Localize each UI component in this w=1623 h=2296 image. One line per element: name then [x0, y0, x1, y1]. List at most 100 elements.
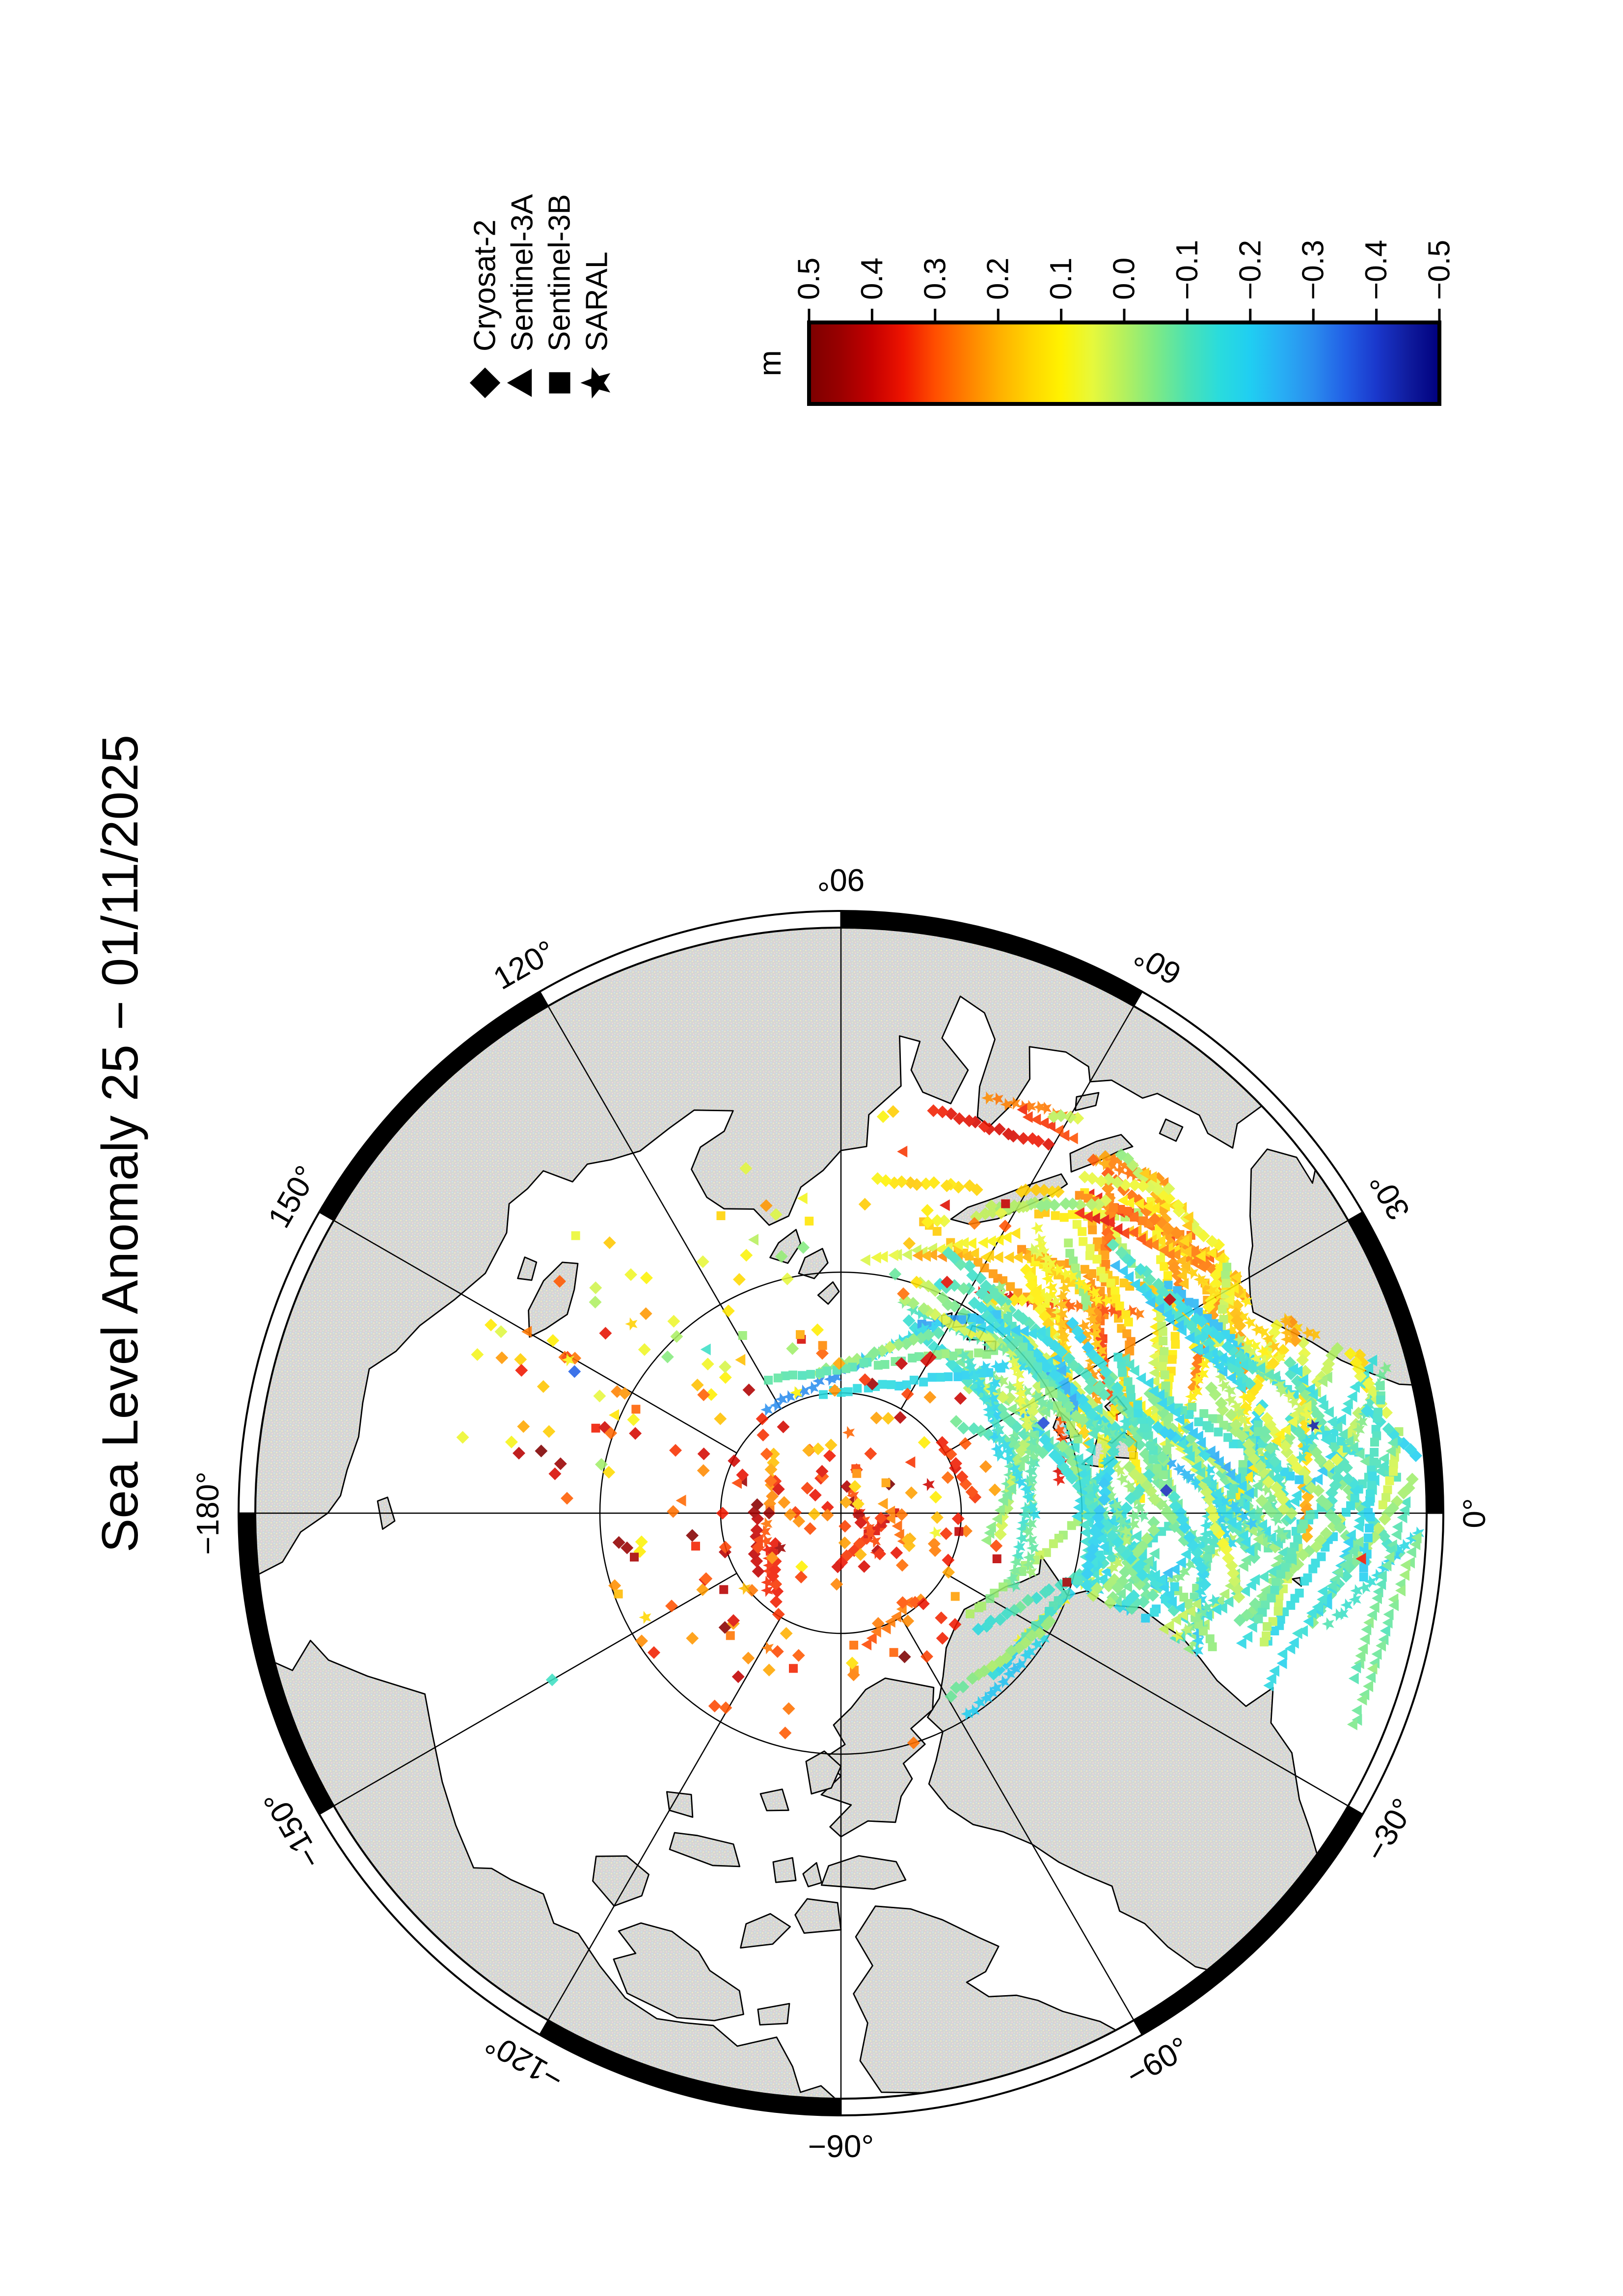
data-point-square [1368, 1471, 1377, 1481]
data-point-square [932, 1227, 942, 1236]
data-point-square [1137, 1216, 1147, 1226]
data-point-square [1065, 1249, 1075, 1258]
data-point-square [852, 1469, 862, 1478]
data-point-square [1378, 1500, 1387, 1510]
data-point-square [1088, 1225, 1097, 1234]
data-point-square [1222, 1262, 1232, 1272]
data-point-square [1150, 1607, 1159, 1617]
data-point-square [1342, 1508, 1351, 1517]
data-point-square [1376, 1395, 1385, 1405]
data-point-square [985, 1594, 995, 1603]
data-point-square [908, 1353, 917, 1362]
data-point-square [1270, 1586, 1279, 1595]
data-point-square [1115, 1301, 1124, 1310]
data-point-square [818, 1341, 827, 1350]
lon-label: −90° [808, 2129, 874, 2164]
coastline-polygon [798, 1248, 829, 1280]
data-point-square [1359, 1573, 1368, 1581]
meridian-line [333, 1220, 737, 1454]
coastline-polygon [772, 1857, 797, 1883]
data-point-square [1073, 1576, 1082, 1585]
data-point-square [999, 1582, 1008, 1592]
data-point-square [614, 1589, 623, 1599]
triangle-icon [507, 369, 532, 397]
plot-title: Sea Level Anomaly 25 − 01/11/2025 [92, 735, 149, 1552]
data-point-square [1092, 1255, 1102, 1264]
data-point-square [1260, 1637, 1269, 1647]
data-point-square [968, 1313, 977, 1322]
data-point-square [1254, 1614, 1263, 1624]
data-point-square [1171, 1340, 1180, 1349]
colorbar: m 0.5 0.4 0.3 0.2 0.1 0.0 −0.1 −0.2 −0.3 −0.4 −0.5 [752, 240, 1457, 406]
lon-label: 60° [1128, 937, 1187, 992]
legend-row: Sentinel-3A [506, 194, 540, 397]
data-point-square [1158, 1362, 1167, 1371]
data-point-square [1221, 1279, 1231, 1288]
data-point-square [873, 1361, 883, 1370]
lon-label: 0° [1457, 1498, 1492, 1528]
coastline-polygon [256, 1640, 842, 2098]
ring-black-segment [1134, 1806, 1363, 2035]
data-point-square [798, 1371, 807, 1380]
colorbar-tick-label: 0.3 [918, 258, 952, 300]
colorbar-tick-label: −0.1 [1170, 240, 1204, 300]
ring-tick [1133, 991, 1143, 1007]
data-point-square [881, 1478, 891, 1488]
data-point-square [1365, 1497, 1375, 1506]
legend-row: Cryosat-2 [468, 219, 502, 399]
data-point-square [1139, 1423, 1149, 1433]
meridian-line [547, 1006, 782, 1410]
ring-black-segment [540, 2020, 841, 2115]
colorbar-tick-label: 0.4 [855, 258, 889, 300]
data-point-square [796, 1330, 805, 1339]
data-point-square [1167, 1355, 1177, 1364]
map-frame-ring [238, 910, 1444, 2116]
data-point-square [1122, 1329, 1132, 1338]
data-point-square [1295, 1475, 1304, 1484]
data-point-square [1126, 1337, 1136, 1346]
data-point-square [966, 1609, 974, 1619]
data-point-square [1124, 1317, 1133, 1327]
coastline-polygon [802, 1862, 822, 1888]
legend-label: Sentinel-3B [543, 194, 577, 351]
data-point-square [1066, 1421, 1076, 1430]
data-point-square [691, 1542, 700, 1551]
coastline-polygon [613, 1922, 744, 2022]
data-point-square [1376, 1381, 1385, 1390]
data-point-square [1127, 1393, 1136, 1402]
data-point-square [1202, 1421, 1212, 1430]
coastline-polygon [1069, 1134, 1134, 1173]
data-point-square [1160, 1370, 1169, 1380]
coastline-polygon [1159, 1118, 1184, 1142]
colorbar-unit: m [752, 350, 787, 376]
data-point-square [1061, 1412, 1070, 1421]
data-point-square [738, 1331, 747, 1340]
ring-tick [1348, 1211, 1363, 1221]
star-icon [580, 367, 611, 399]
data-point-square [1308, 1564, 1318, 1574]
data-point-square [1370, 1448, 1379, 1457]
meridian-line [333, 1573, 737, 1807]
data-point-square [1100, 1250, 1109, 1259]
legend-label: Cryosat-2 [468, 219, 502, 351]
data-point-square [571, 1231, 580, 1240]
coastline-polygon [669, 1832, 740, 1868]
coastline-polygon [740, 1913, 791, 1949]
coastline-polygon [592, 1855, 649, 1907]
lon-label: 120° [487, 934, 562, 997]
data-point-square [1373, 1414, 1382, 1423]
colorbar-tick-label: 0.5 [792, 258, 826, 300]
meridian-line [547, 1617, 782, 2021]
colorbar-tick-label: 0.0 [1108, 258, 1141, 300]
data-point-square [1270, 1627, 1279, 1635]
data-point-square [1109, 1203, 1118, 1212]
data-point-square [859, 1359, 868, 1368]
diamond-icon [469, 367, 501, 399]
data-point-square [953, 1372, 963, 1382]
data-point-square [719, 1585, 729, 1594]
data-point-square [1067, 1521, 1076, 1530]
meridian-line [945, 1220, 1349, 1454]
lon-label: 30° [1362, 1167, 1417, 1226]
data-point-square [716, 1211, 726, 1220]
data-point-square [1366, 1489, 1375, 1498]
